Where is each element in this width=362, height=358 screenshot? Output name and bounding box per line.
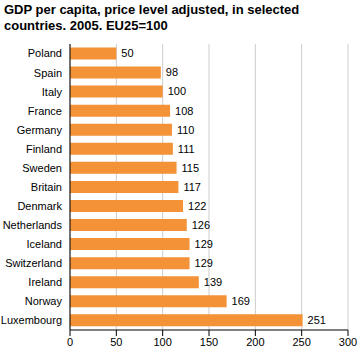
svg-text:Ireland: Ireland xyxy=(28,276,62,288)
svg-text:Germany: Germany xyxy=(17,124,63,136)
svg-text:100: 100 xyxy=(168,85,186,97)
html-text:GDP per capita, price level ad: GDP per capita, price level adjusted, in… xyxy=(4,2,300,33)
svg-text:139: 139 xyxy=(204,276,222,288)
svg-text:Switzerland: Switzerland xyxy=(8,257,62,269)
svg-text:111: 111 xyxy=(178,143,195,155)
svg-text:200: 200 xyxy=(246,336,264,348)
svg-text:50: 50 xyxy=(121,47,133,59)
svg-text:Norway: Norway xyxy=(25,295,63,307)
svg-text:Finland: Finland xyxy=(26,143,62,155)
svg-text:Britain: Britain xyxy=(31,181,62,193)
svg-text:169: 169 xyxy=(232,295,250,307)
svg-text:129: 129 xyxy=(195,257,213,269)
svg-text:126: 126 xyxy=(192,219,210,231)
svg-text:108: 108 xyxy=(175,105,193,117)
svg-text:Iceland: Iceland xyxy=(27,238,62,250)
svg-text:129: 129 xyxy=(195,238,213,250)
svg-text:110: 110 xyxy=(177,124,195,136)
svg-text:France: France xyxy=(28,105,62,117)
svg-text:100: 100 xyxy=(153,336,171,348)
svg-text:Luxembourg: Luxembourg xyxy=(8,314,62,326)
svg-text:122: 122 xyxy=(188,200,206,212)
svg-text:Sweden: Sweden xyxy=(22,162,62,174)
svg-text:98: 98 xyxy=(166,66,178,78)
svg-text:251: 251 xyxy=(308,314,326,326)
svg-text:115: 115 xyxy=(182,162,200,174)
svg-text:300: 300 xyxy=(339,336,354,348)
svg-text:Spain: Spain xyxy=(34,67,62,79)
svg-text:Poland: Poland xyxy=(28,47,62,59)
svg-text:0: 0 xyxy=(67,336,73,348)
svg-text:250: 250 xyxy=(292,336,310,348)
svg-text:Denmark: Denmark xyxy=(17,200,62,212)
svg-text:117: 117 xyxy=(183,181,201,193)
svg-text:150: 150 xyxy=(200,336,218,348)
svg-text:Italy: Italy xyxy=(42,86,63,98)
svg-text:50: 50 xyxy=(110,336,122,348)
svg-text:Netherlands: Netherlands xyxy=(8,219,62,231)
